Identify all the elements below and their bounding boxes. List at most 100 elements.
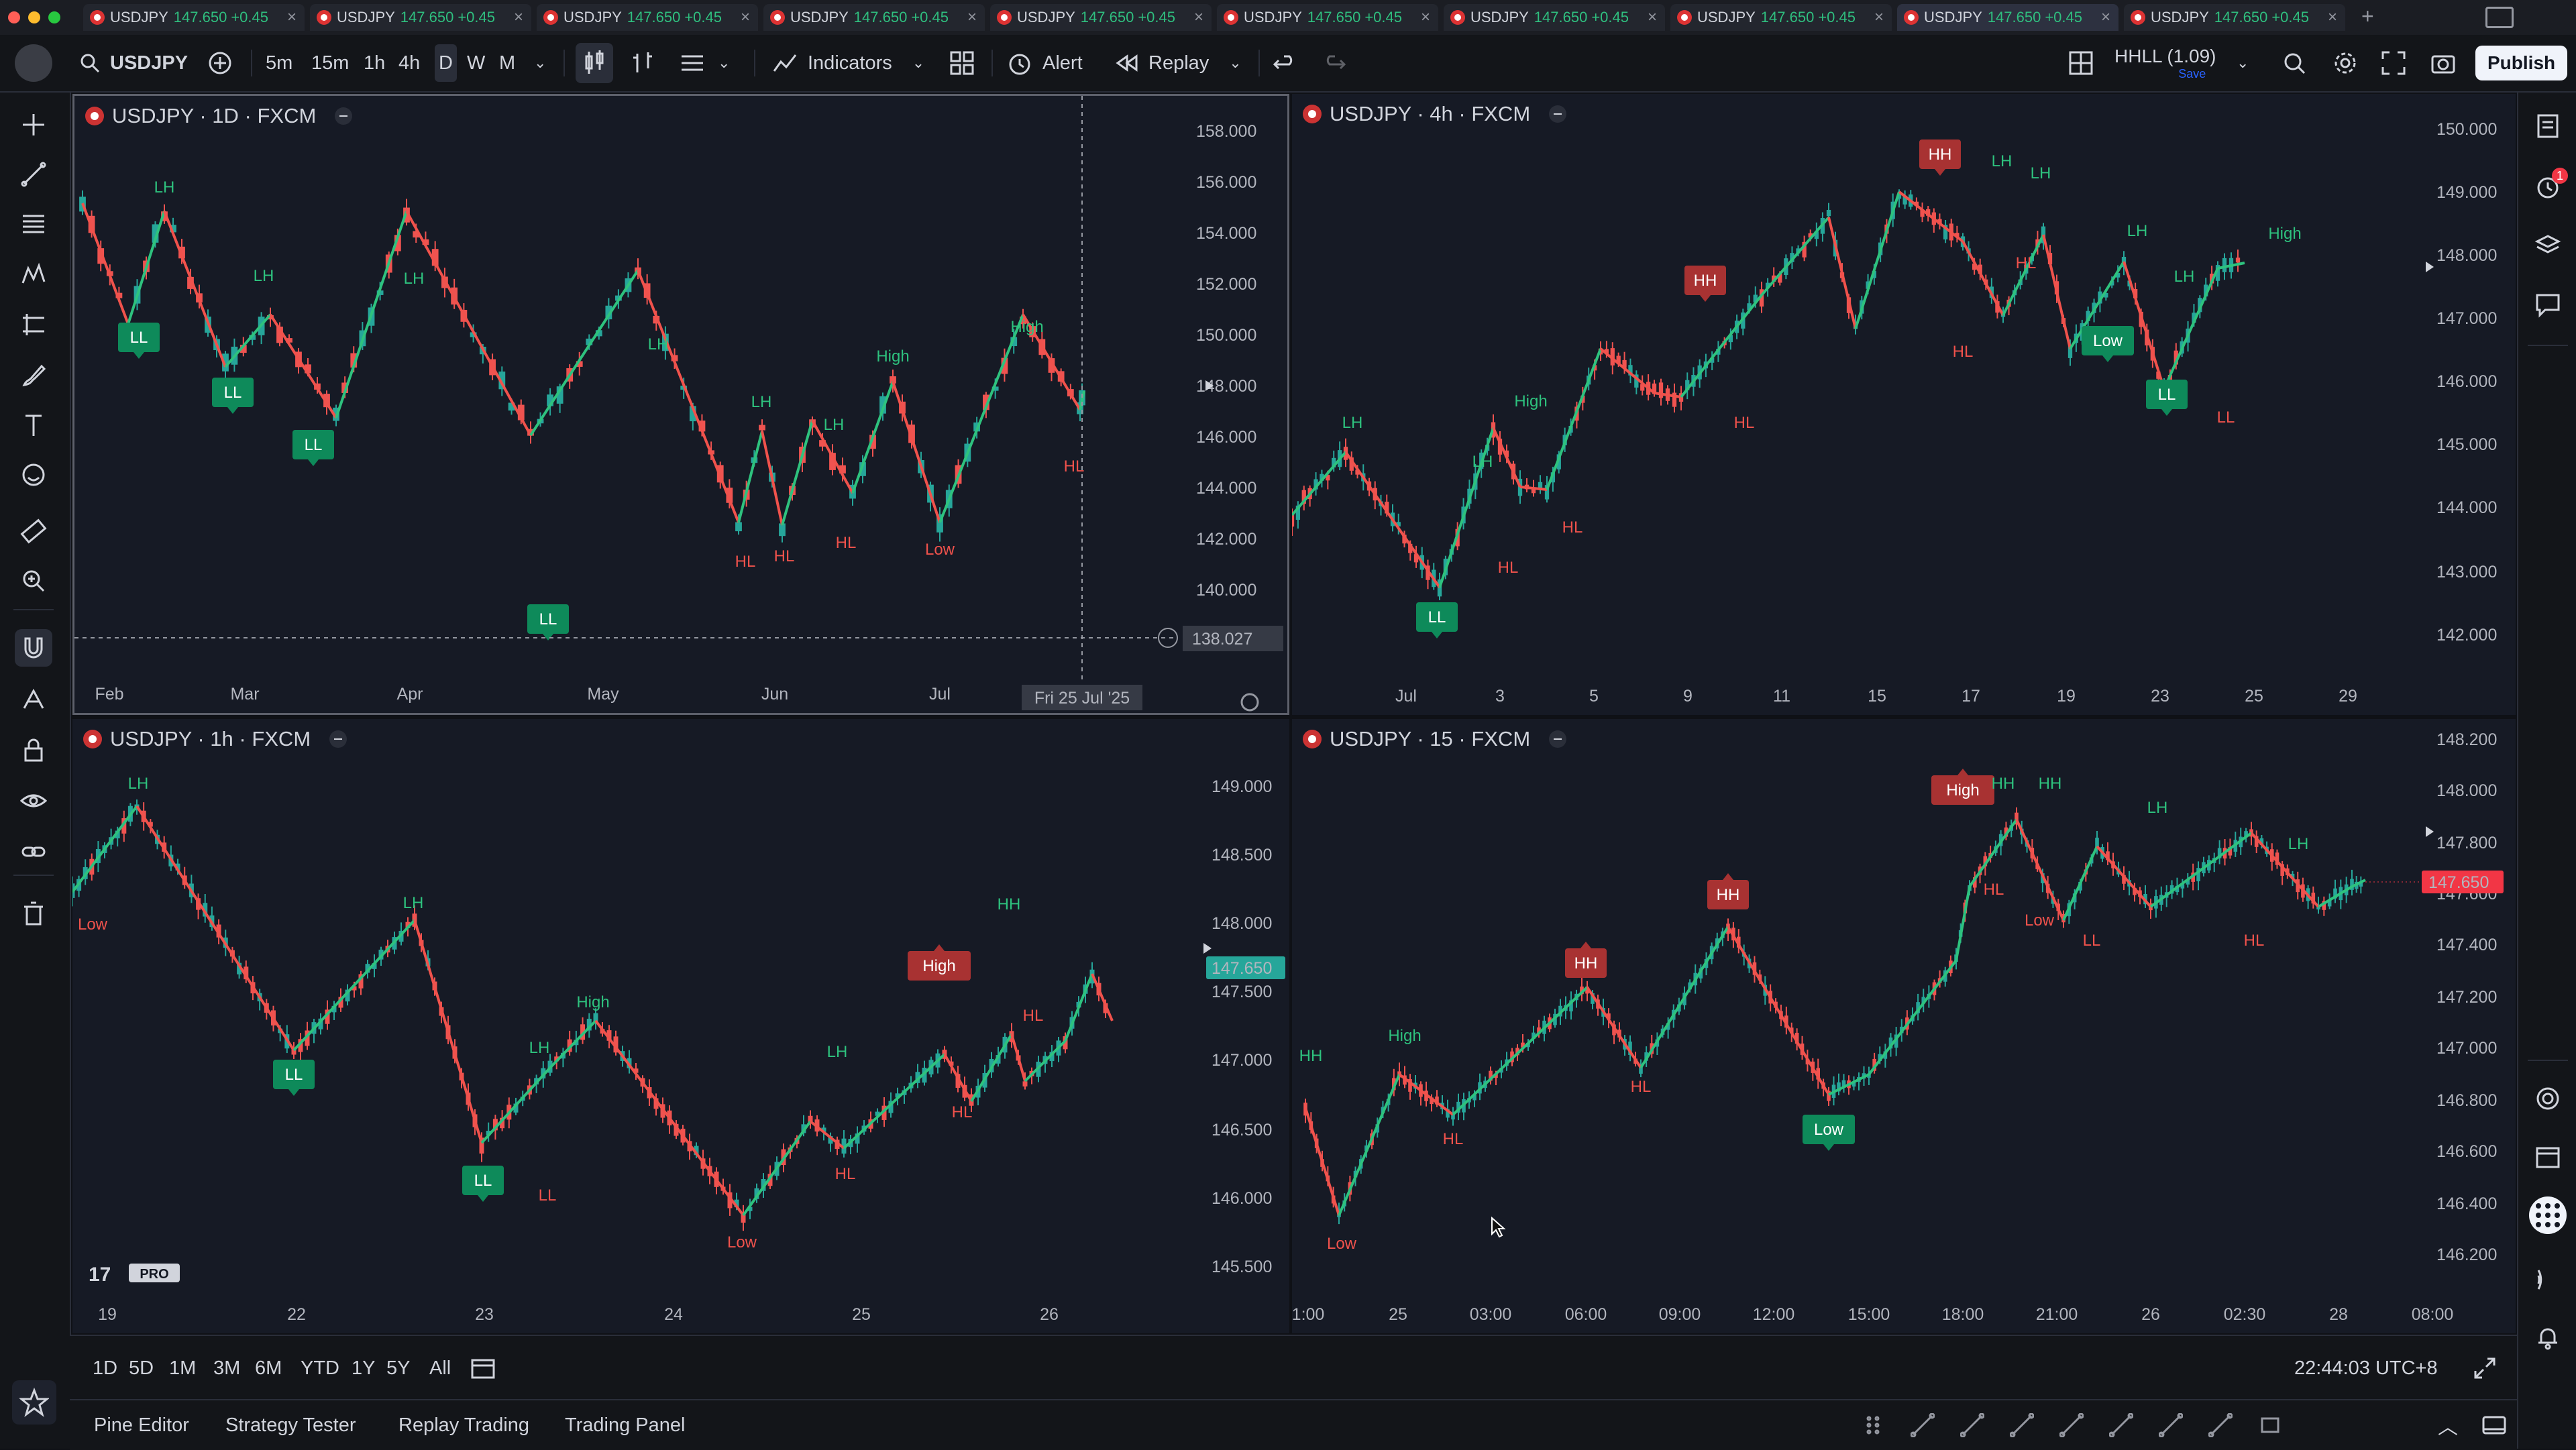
favorites-button[interactable] (12, 1380, 56, 1425)
range-5d[interactable]: 5D (129, 1357, 154, 1379)
pattern-tool[interactable] (15, 256, 52, 294)
indicators-button[interactable]: Indicators ⌄ (771, 35, 924, 91)
interval-15m[interactable]: 15m (311, 52, 350, 74)
settings-button[interactable] (2332, 35, 2359, 91)
tab-close-icon[interactable]: × (1874, 8, 1884, 26)
watchlist-button[interactable] (2528, 106, 2568, 146)
curve-tool-button[interactable] (1960, 1400, 1984, 1450)
magnet-tool[interactable] (15, 629, 52, 667)
path-tool-button[interactable] (2010, 1400, 2034, 1450)
browser-tab[interactable]: USDJPY 147.650 +0.45 × (537, 4, 758, 31)
tab-close-icon[interactable]: × (513, 8, 523, 26)
user-avatar[interactable] (15, 35, 52, 91)
tab-close-icon[interactable]: × (286, 8, 297, 26)
lock-tool[interactable] (15, 731, 52, 769)
tab-close-icon[interactable]: × (1420, 8, 1430, 26)
price-label-button[interactable] (2159, 1400, 2183, 1450)
interval-D[interactable]: D (435, 44, 457, 82)
tab-close-icon[interactable]: × (2100, 8, 2110, 26)
measure-button[interactable] (2208, 1400, 2233, 1450)
bar-chart-type-button[interactable] (631, 35, 655, 91)
lock-drawing-tool[interactable] (15, 680, 52, 718)
close-window-button[interactable] (8, 11, 20, 23)
zoom-tool[interactable] (15, 562, 52, 600)
symbol-search-button[interactable]: USDJPY (79, 35, 188, 91)
interval-5m[interactable]: 5m (266, 52, 293, 74)
range-5y[interactable]: 5Y (386, 1357, 411, 1379)
fullscreen-button[interactable] (2380, 35, 2407, 91)
browser-tab[interactable]: USDJPY 147.650 +0.45 × (1670, 4, 1892, 31)
range-6m[interactable]: 6M (255, 1357, 282, 1379)
browser-tab[interactable]: USDJPY 147.650 +0.45 × (310, 4, 531, 31)
chat-button[interactable] (2528, 284, 2568, 325)
browser-tab[interactable]: USDJPY 147.650 +0.45 × (1217, 4, 1438, 31)
quick-search-button[interactable] (2281, 35, 2308, 91)
interval-4h[interactable]: 4h (398, 52, 421, 74)
collapse-panel-button[interactable]: ︿ (2438, 1400, 2458, 1450)
compare-symbol-button[interactable] (207, 35, 233, 91)
tab-close-icon[interactable]: × (967, 8, 977, 26)
chart-canvas[interactable]: 150.000 149.000 148.000 147.000 146.000 145.0… (1292, 94, 2516, 715)
brush-tool[interactable] (15, 357, 52, 394)
layers-button[interactable] (2528, 225, 2568, 266)
rectangle-button[interactable] (2258, 1400, 2282, 1450)
tab-close-icon[interactable]: × (740, 8, 750, 26)
crosshair-tool[interactable] (15, 106, 52, 144)
browser-tab[interactable]: USDJPY 147.650 +0.45 × (1444, 4, 1665, 31)
list-layout-button[interactable]: ⌄ (679, 35, 730, 91)
chart-pane-1d[interactable]: 158.000 156.000 154.000 152.000 150.000 148.0… (72, 94, 1289, 715)
tab-close-icon[interactable]: × (1647, 8, 1657, 26)
bell-button[interactable] (2528, 1317, 2568, 1357)
range-1d[interactable]: 1D (93, 1357, 118, 1379)
add-alert-icon[interactable] (1158, 628, 1178, 648)
trash-tool[interactable] (15, 895, 52, 932)
panel-tab-trading-panel[interactable]: Trading Panel (565, 1414, 686, 1436)
templates-button[interactable] (949, 35, 975, 91)
apps-button[interactable] (2528, 1195, 2568, 1235)
panel-tab-replay-trading[interactable]: Replay Trading (398, 1414, 530, 1436)
minimize-window-button[interactable] (28, 11, 40, 23)
interval-W[interactable]: W (467, 52, 486, 74)
emoji-tool[interactable] (15, 456, 52, 494)
maximize-panel-button[interactable] (2473, 1336, 2497, 1400)
calendar-button[interactable] (2528, 1136, 2568, 1176)
publish-button[interactable]: Publish (2475, 46, 2568, 80)
layout-name-button[interactable]: HHLL (1.09) Save (2114, 35, 2216, 91)
trend-line-tool[interactable] (15, 156, 52, 193)
range-1m[interactable]: 1M (169, 1357, 197, 1379)
interval-1h[interactable]: 1h (364, 52, 386, 74)
undo-button[interactable] (1272, 35, 1299, 91)
maximize-window-button[interactable] (48, 11, 60, 23)
ruler-tool[interactable] (15, 512, 52, 550)
redo-button[interactable] (1320, 35, 1347, 91)
chart-canvas[interactable]: 149.000 148.500 148.000 147.500 147.000 146.5… (72, 719, 1289, 1333)
browser-tab[interactable]: USDJPY 147.650 +0.45 × (990, 4, 1212, 31)
chart-pane-4h[interactable]: 150.000 149.000 148.000 147.000 146.000 145.0… (1292, 94, 2516, 715)
drag-handle-button[interactable] (1861, 1400, 1885, 1450)
text-tool[interactable] (15, 406, 52, 444)
tab-close-icon[interactable]: × (2327, 8, 2337, 26)
panel-tab-strategy-tester[interactable]: Strategy Tester (225, 1414, 356, 1436)
browser-tab[interactable]: USDJPY 147.650 +0.45 × (1897, 4, 2118, 31)
alerts-button[interactable]: 1 (2528, 166, 2568, 207)
new-tab-button[interactable]: + (2361, 4, 2374, 28)
browser-tab[interactable]: USDJPY 147.650 +0.45 × (763, 4, 985, 31)
timezone-clock[interactable]: 22:44:03 UTC+8 (2294, 1336, 2438, 1400)
candles-chart-type-button[interactable] (576, 43, 613, 83)
layout-select-button[interactable] (2068, 35, 2094, 91)
range-ytd[interactable]: YTD (301, 1357, 339, 1379)
range-all[interactable]: All (429, 1357, 451, 1379)
browser-tab[interactable]: USDJPY 147.650 +0.45 × (2124, 4, 2345, 31)
collapse-icon[interactable] (1549, 730, 1567, 748)
signal-button[interactable] (2528, 1260, 2568, 1300)
collapse-icon[interactable] (329, 730, 347, 748)
pitchfork-button[interactable] (2059, 1400, 2084, 1450)
go-to-date-button[interactable] (470, 1336, 496, 1400)
collapse-icon[interactable] (335, 107, 353, 125)
axis-settings-icon[interactable] (1240, 693, 1259, 712)
collapse-icon[interactable] (1549, 105, 1567, 123)
chart-pane-15m[interactable]: 148.200 148.000 147.800 147.600 147.400 147.2… (1292, 719, 2516, 1333)
interval-dropdown[interactable]: ⌄ (534, 54, 547, 71)
interval-M[interactable]: M (499, 52, 516, 74)
chart-canvas[interactable]: 148.200148.000147.800147.600147.400147.2… (1292, 719, 2516, 1333)
